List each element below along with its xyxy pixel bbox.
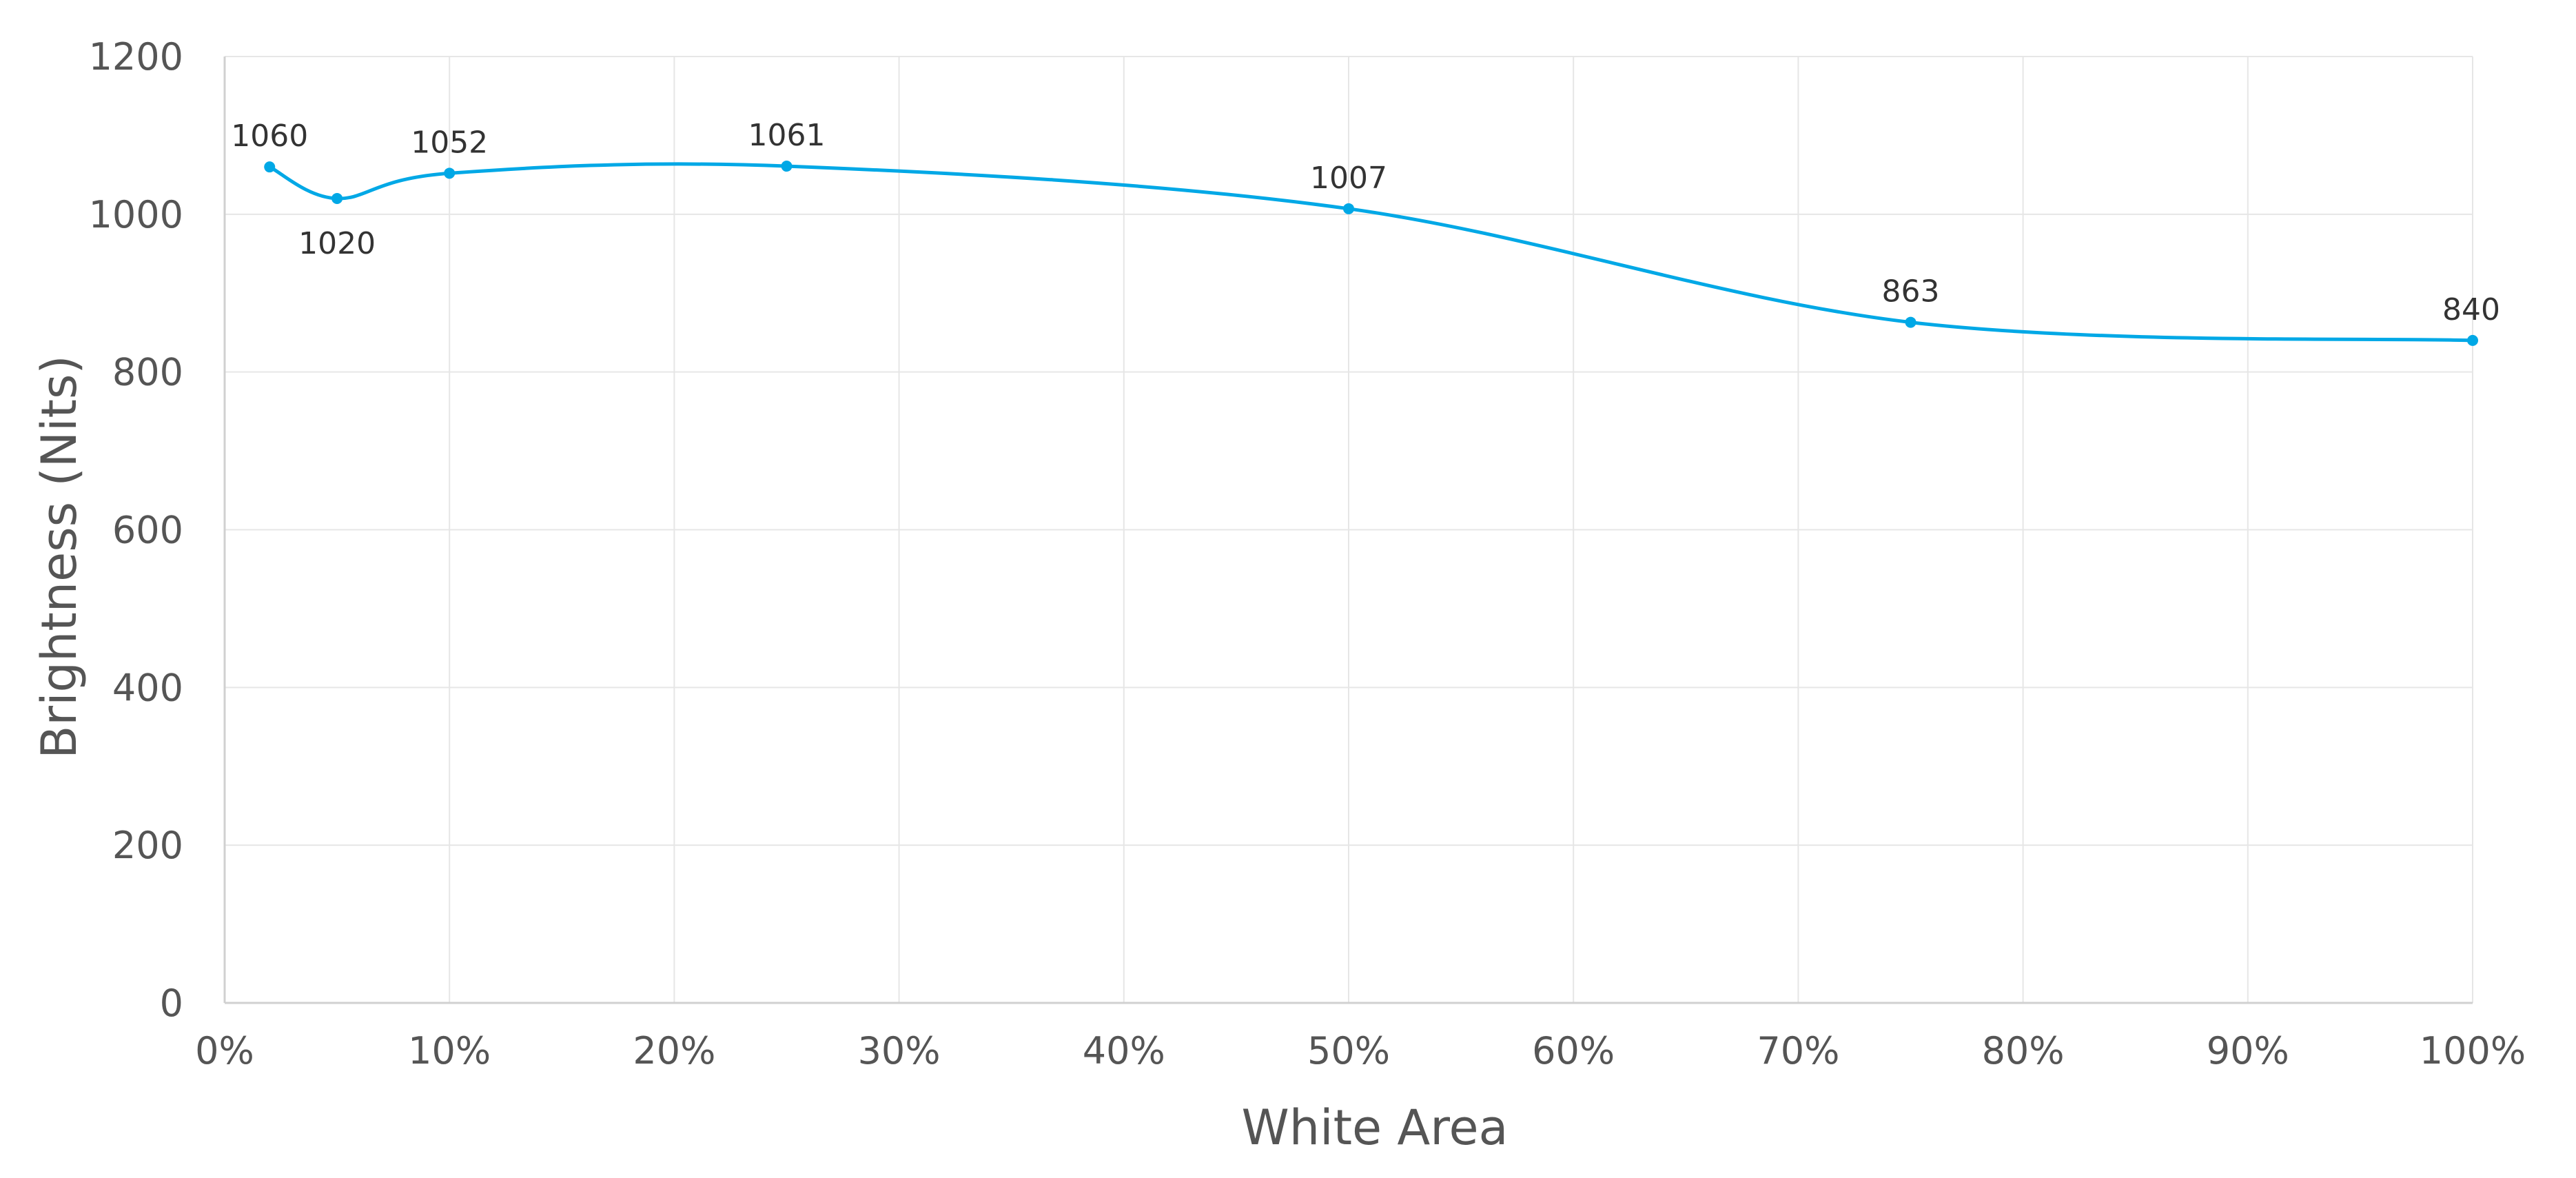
x-tick-label: 10%	[408, 1029, 491, 1073]
x-tick-label: 20%	[633, 1029, 715, 1073]
axes	[223, 57, 2473, 1004]
data-label: 1020	[298, 226, 376, 261]
y-tick-label: 800	[112, 351, 183, 394]
data-label: 1052	[411, 125, 488, 160]
data-point	[2467, 334, 2478, 346]
series	[264, 161, 2478, 346]
y-tick-label: 600	[112, 509, 183, 552]
data-point	[781, 161, 793, 172]
y-tick-label: 1000	[89, 193, 183, 236]
x-tick-label: 70%	[1757, 1029, 1839, 1073]
x-tick-labels: 0% 10% 20% 30% 40% 50% 60% 70% 80% 90% 100%	[195, 1029, 2526, 1073]
x-tick-label: 30%	[858, 1029, 941, 1073]
data-point	[1905, 316, 1916, 328]
data-point	[444, 167, 456, 179]
x-tick-label: 90%	[2207, 1029, 2289, 1073]
data-label: 1060	[231, 119, 308, 154]
x-tick-label: 100%	[2420, 1029, 2526, 1073]
gridlines	[225, 56, 2473, 1003]
y-tick-label: 200	[112, 824, 183, 867]
data-point	[264, 161, 276, 173]
data-point	[331, 192, 343, 204]
y-tick-label: 1200	[89, 35, 183, 79]
x-tick-label: 40%	[1083, 1029, 1165, 1073]
data-label: 840	[2442, 292, 2500, 327]
x-tick-label: 0%	[195, 1029, 254, 1073]
data-labels: 1060 1020 1052 1061 1007 863 840	[231, 118, 2500, 327]
y-axis-title: Brightness (Nits)	[31, 355, 88, 758]
series-line	[269, 162, 2473, 343]
x-tick-label: 60%	[1532, 1029, 1615, 1073]
x-tick-label: 50%	[1307, 1029, 1390, 1073]
y-tick-label: 0	[160, 982, 183, 1025]
x-tick-label: 80%	[1982, 1029, 2065, 1073]
y-tick-label: 400	[112, 666, 183, 709]
data-label: 1007	[1310, 161, 1387, 196]
y-tick-labels: 0 200 400 600 800 1000 1200	[89, 35, 183, 1025]
data-point	[1343, 203, 1354, 214]
data-label: 863	[1882, 274, 1940, 309]
data-label: 1061	[748, 118, 826, 153]
x-axis-title: White Area	[1242, 1099, 1509, 1156]
